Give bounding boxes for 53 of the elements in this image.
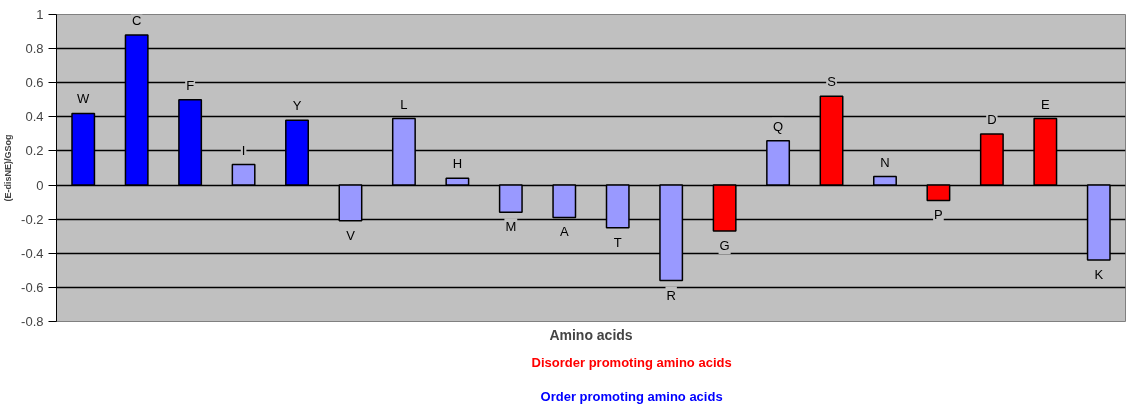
x-tick-label: W	[77, 91, 91, 107]
bar	[605, 184, 630, 229]
y-tick-label: 0.6	[25, 75, 44, 91]
x-tick-label: L	[400, 96, 408, 112]
bar	[338, 184, 363, 222]
x-tick-label: S	[827, 74, 837, 90]
bar	[552, 184, 577, 219]
x-tick-label: T	[613, 234, 622, 250]
y-tick-label: 0.4	[25, 109, 44, 125]
x-tick-label: D	[987, 111, 997, 127]
bar	[659, 184, 684, 282]
x-tick-label: H	[452, 156, 463, 172]
y-tick-label: 1	[36, 7, 44, 22]
bar	[979, 133, 1004, 186]
y-tick-label: -0.8	[21, 314, 44, 329]
y-tick-label: -0.2	[21, 211, 44, 227]
bar	[819, 95, 844, 186]
x-tick-label: Q	[773, 118, 784, 134]
x-tick-label: R	[666, 287, 676, 303]
x-tick-label: V	[346, 227, 356, 243]
bar	[71, 112, 96, 186]
y-tick-label: 0.8	[25, 41, 44, 57]
bar	[498, 184, 523, 214]
x-tick-label: G	[719, 238, 730, 254]
x-axis-title: Amino acids	[549, 326, 633, 343]
bar	[445, 177, 470, 186]
x-tick-label: Y	[292, 98, 302, 114]
x-tick-label: N	[880, 154, 890, 170]
x-tick-label: M	[505, 219, 517, 235]
bar	[391, 117, 416, 186]
text: Disorder promoting amino acids	[531, 355, 732, 370]
x-tick-label: K	[1094, 267, 1104, 283]
bar	[231, 163, 256, 186]
bar	[926, 184, 951, 202]
x-tick-label: C	[131, 12, 142, 28]
x-tick-label: I	[241, 142, 246, 158]
bar	[178, 99, 203, 186]
bar	[766, 139, 791, 186]
bar	[285, 119, 309, 186]
bar	[873, 175, 897, 186]
y-axis-title: (E-disNE)/GSog	[3, 134, 14, 202]
y-tick-label: 0.2	[25, 143, 44, 159]
y-tick-label: -0.6	[21, 279, 44, 295]
bar	[1086, 184, 1111, 261]
y-tick-label: -0.4	[21, 245, 44, 261]
x-tick-label: E	[1040, 96, 1050, 112]
x-tick-label: P	[934, 207, 943, 223]
bar	[1033, 117, 1058, 186]
y-tick-label: 0	[36, 177, 44, 193]
bar	[712, 184, 737, 232]
legend-label: Order promoting amino acids	[540, 389, 723, 404]
x-tick-label: A	[559, 224, 569, 240]
x-tick-label: F	[186, 77, 195, 93]
